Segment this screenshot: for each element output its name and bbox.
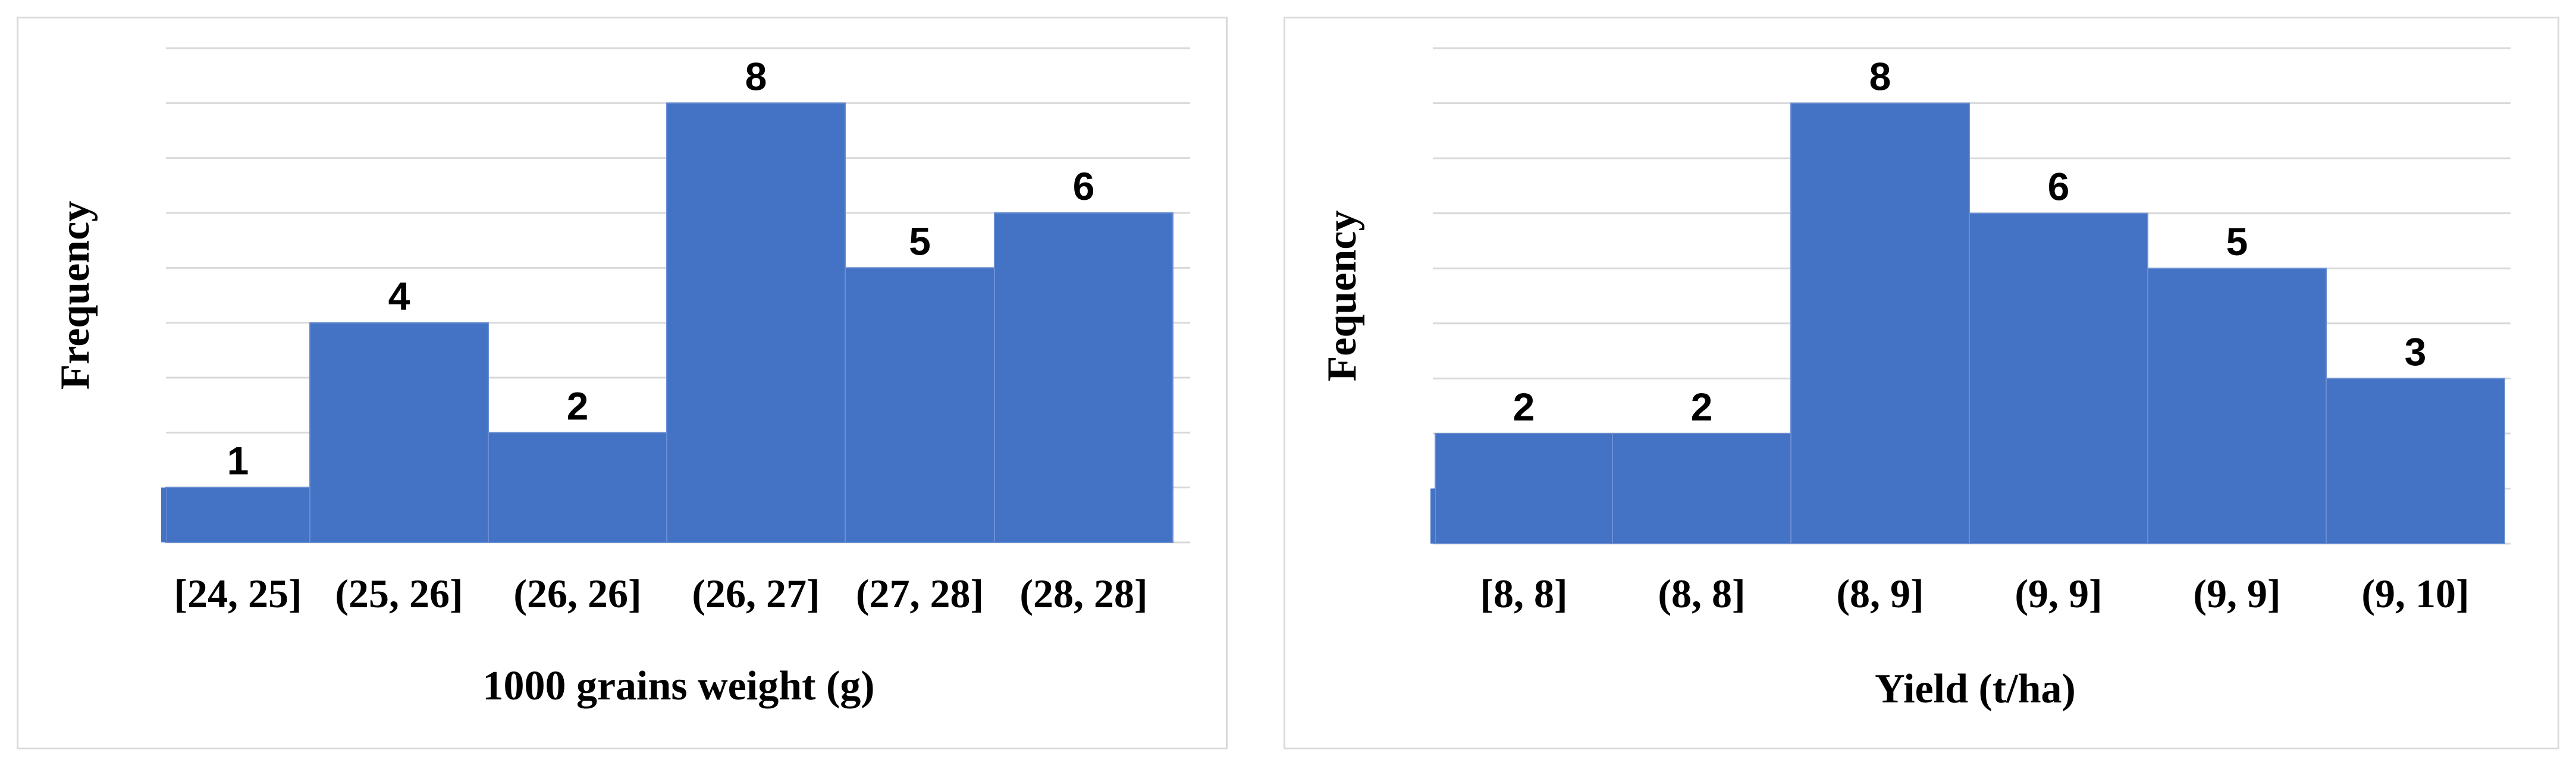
yield-x-tick-label-4: (9, 9] bbox=[2015, 571, 2102, 616]
weight-x-tick-label-1: [24, 25] bbox=[174, 571, 302, 616]
chart-svg-yield: 2 [8, 8] 2 (8, 8] 8 (8, 9] 6 (9, 9] 5 (9, 9] 3 (9, … bbox=[1319, 47, 2511, 712]
weight-bar-6 bbox=[994, 212, 1174, 543]
weight-bar-3 bbox=[488, 432, 667, 543]
chart-panel-yield: 2 [8, 8] 2 (8, 8] 8 (8, 9] 6 (9, 9] 5 (9, 9] 3 (9, … bbox=[1284, 17, 2559, 749]
yield-data-label-5: 5 bbox=[2226, 219, 2248, 263]
yield-x-tick-label-3: (8, 9] bbox=[1836, 571, 1924, 616]
yield-data-label-2: 2 bbox=[1691, 385, 1713, 429]
yield-data-label-6: 3 bbox=[2405, 329, 2427, 373]
weight-data-label-3: 2 bbox=[567, 384, 589, 428]
yield-x-tick-label-2: (8, 8] bbox=[1658, 571, 1745, 616]
yield-x-tick-label-6: (9, 10] bbox=[2361, 571, 2469, 616]
weight-data-label-5: 5 bbox=[909, 219, 931, 263]
yield-bar-1 bbox=[1435, 432, 1613, 545]
yield-bar-5 bbox=[2147, 268, 2327, 544]
weight-x-axis-title: 1000 grains weight (g) bbox=[482, 663, 874, 709]
yield-x-tick-label-5: (9, 9] bbox=[2193, 571, 2280, 616]
weight-data-label-1: 1 bbox=[227, 439, 249, 483]
weight-baseline-stub bbox=[161, 487, 166, 542]
chart-panel-grain-weight: 1 [24, 25] 4 (25, 26] 2 (26, 26] 8 (26, 27] 5 (27… bbox=[17, 17, 1228, 749]
weight-bar-1 bbox=[165, 486, 310, 544]
weight-data-label-6: 6 bbox=[1073, 164, 1095, 208]
yield-data-label-1: 2 bbox=[1513, 385, 1535, 429]
yield-x-tick-label-1: [8, 8] bbox=[1480, 571, 1567, 616]
weight-data-label-2: 4 bbox=[388, 274, 410, 318]
weight-x-tick-label-3: (26, 26] bbox=[513, 571, 641, 616]
yield-data-label-3: 8 bbox=[1869, 55, 1891, 99]
chart-svg-grain-weight: 1 [24, 25] 4 (25, 26] 2 (26, 26] 8 (26, 27] 5 (27… bbox=[52, 47, 1190, 709]
yield-bar-4 bbox=[1969, 212, 2148, 544]
yield-bar-2 bbox=[1612, 432, 1791, 545]
weight-x-tick-label-6: (28, 28] bbox=[1019, 571, 1147, 616]
yield-y-axis-title: Fequency bbox=[1319, 211, 1365, 382]
yield-baseline-stub bbox=[1430, 488, 1435, 544]
weight-y-axis-title: Frequency bbox=[52, 201, 98, 390]
yield-data-label-4: 6 bbox=[2048, 165, 2070, 209]
weight-x-tick-label-4: (26, 27] bbox=[692, 571, 820, 616]
yield-bar-3 bbox=[1790, 102, 1970, 545]
weight-data-label-4: 8 bbox=[745, 54, 767, 98]
weight-x-tick-label-5: (27, 28] bbox=[856, 571, 984, 616]
weight-bar-4 bbox=[666, 102, 846, 544]
weight-bar-5 bbox=[845, 267, 995, 543]
weight-x-tick-label-2: (25, 26] bbox=[335, 571, 463, 616]
yield-bar-6 bbox=[2326, 378, 2505, 544]
weight-bar-2 bbox=[309, 322, 489, 543]
yield-x-axis-title: Yield (t/ha) bbox=[1875, 666, 2076, 712]
